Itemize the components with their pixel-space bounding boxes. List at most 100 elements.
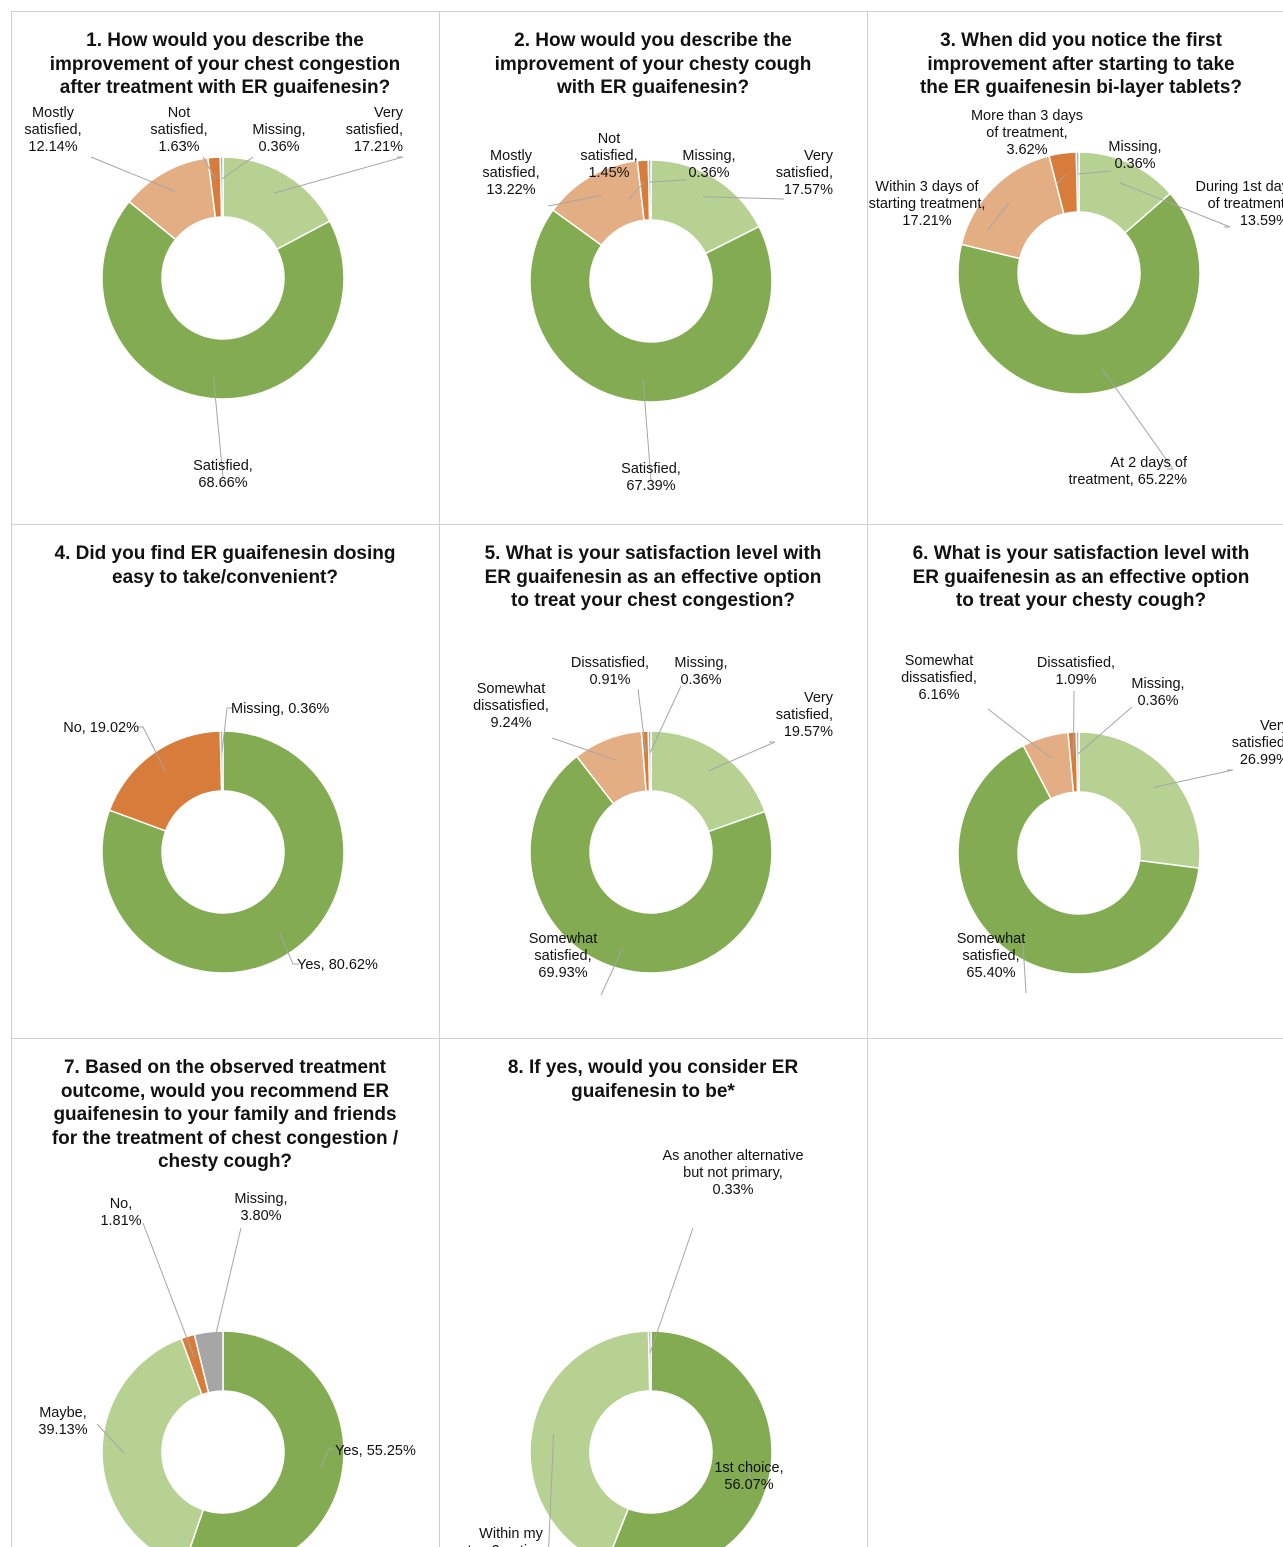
data-label: Not (168, 105, 191, 121)
data-label: top 2 options, (467, 1543, 554, 1547)
data-label: 13.22% (486, 182, 535, 198)
donut-slice (529, 209, 773, 403)
donut-chart: 1st choice,56.07% Within mytop 2 options,… (467, 1148, 804, 1547)
chart-title: 7. Based on the observed treatment outcom… (11, 1056, 439, 1174)
data-label: Somewhat (957, 931, 1026, 947)
chart-title: 1. How would you describe the improvement… (11, 29, 439, 100)
data-label: satisfied, (580, 148, 637, 164)
chart-title: 8. If yes, would you consider ER guaifene… (439, 1056, 867, 1103)
data-label: satisfied, (776, 165, 833, 181)
donut-slice (647, 1330, 652, 1392)
data-label: Missing, (674, 655, 727, 671)
donut-slice (529, 755, 773, 974)
leader-line (707, 741, 776, 772)
leader-line (221, 156, 254, 180)
chart-title-line: outcome, would you recommend ER (60, 1080, 390, 1102)
donut-slice (647, 159, 652, 221)
data-label: Missing, (1108, 139, 1161, 155)
donut-slice (1078, 731, 1201, 869)
donut-chart: Verysatisfied,17.21%Satisfied,68.66%Most… (24, 105, 404, 491)
data-label: 1.45% (588, 165, 629, 181)
data-label: Dissatisfied, (571, 655, 649, 671)
leader-line (320, 1448, 335, 1469)
donut-slice (189, 1330, 345, 1547)
data-label: As another alternative (662, 1148, 803, 1164)
data-label: dissatisfied, (473, 698, 549, 714)
data-label: Mostly (490, 148, 533, 164)
data-label: 0.36% (688, 165, 729, 181)
data-label: satisfied, (24, 122, 81, 138)
data-label: satisfied, (962, 948, 1019, 964)
donut-chart: Verysatisfied,19.57%Somewhatsatisfied,69… (473, 655, 834, 996)
donut-chart: Verysatisfied,17.57%Satisfied,67.39%Most… (482, 131, 833, 494)
donut-slice (1075, 151, 1080, 213)
data-label: 1.09% (1055, 672, 1096, 688)
data-label: 69.93% (538, 965, 587, 981)
data-label: Satisfied, (621, 461, 681, 477)
donut-slice (647, 730, 652, 792)
chart-panel-2: 2. How would you describe the improvement… (439, 11, 867, 524)
chart-title-line: 6. What is your satisfaction level with (912, 543, 1250, 564)
data-label: 26.99% (1240, 752, 1283, 768)
grid-divider (11, 11, 12, 1547)
donut-chart: Yes, 80.62% No, 19.02% Missing, 0.36% (63, 701, 378, 974)
donut-chart: Verysatisfied,26.99%Somewhatsatisfied,65… (901, 653, 1283, 994)
leader-line (551, 737, 616, 761)
leader-line (986, 203, 1009, 232)
leader-line (649, 179, 687, 183)
grid-divider (867, 11, 868, 1547)
chart-panel-4: 4. Did you find ER guaifenesin dosing eas… (11, 524, 439, 1038)
data-label: of treatment, (1208, 196, 1283, 212)
donut-slice (101, 200, 345, 400)
chart-grid: 1. How would you describe the improvement… (11, 11, 1283, 1547)
data-label: satisfied, (1232, 735, 1283, 751)
leader-line (221, 707, 233, 754)
data-label: Very (804, 690, 834, 706)
data-label: satisfied, (150, 122, 207, 138)
data-label: but not primary, (683, 1165, 783, 1181)
data-label: During 1st day (1196, 179, 1283, 195)
chart-title-line: 2. How would you describe the (514, 30, 792, 51)
chart-panel-6: 6. What is your satisfaction level with E… (867, 524, 1283, 1038)
data-label: 0.33% (712, 1182, 753, 1198)
data-label: Missing, (234, 1191, 287, 1207)
data-label: Not (598, 131, 621, 147)
data-label: Yes, 55.25% (335, 1443, 416, 1459)
donut-slice (193, 1330, 224, 1394)
donut-slice (108, 730, 223, 832)
chart-title-line: to treat your chesty cough? (955, 590, 1207, 611)
chart-title: 2. How would you describe the improvement… (439, 29, 867, 100)
chart-title-line: chesty cough? (157, 1151, 293, 1172)
donut-slice (219, 156, 224, 218)
chart-panel-7: 7. Based on the observed treatment outcom… (11, 1038, 439, 1547)
chart-panel-3: 3. When did you notice the first improvem… (867, 11, 1283, 524)
chart-title: 3. When did you notice the first improvem… (867, 29, 1283, 100)
grid-divider (439, 11, 440, 1547)
chart-title-line: 4. Did you find ER guaifenesin dosing (54, 543, 396, 564)
data-label: Very (1260, 718, 1283, 734)
donut-slice (101, 1337, 205, 1547)
data-label: Very (374, 105, 404, 121)
data-label: Somewhat (905, 653, 974, 669)
data-label: Satisfied, (193, 458, 253, 474)
leader-line (1077, 170, 1112, 175)
leader-line (1101, 368, 1174, 470)
chart-title-line: improvement after starting to take (927, 53, 1235, 75)
data-label: Mostly (32, 105, 75, 121)
leader-line (90, 156, 176, 192)
chart-title-line: 8. If yes, would you consider ER (507, 1057, 799, 1078)
data-label: 17.21% (354, 139, 403, 155)
data-label: No, (110, 1196, 133, 1212)
data-label: 1st choice, (714, 1460, 783, 1476)
chart-title-line: with ER guaifenesin? (556, 77, 750, 98)
donut-chart: Yes, 55.25% Maybe,39.13% No,1.81% Missing,3… (38, 1191, 416, 1547)
chart-title-line: 7. Based on the observed treatment (63, 1057, 387, 1078)
chart-title-line: 5. What is your satisfaction level with (484, 543, 822, 564)
data-label: Within 3 days of (875, 179, 979, 195)
data-label: 65.40% (966, 965, 1015, 981)
data-label: Somewhat (477, 681, 546, 697)
chart-title: 6. What is your satisfaction level with E… (867, 542, 1283, 613)
data-label: Missing, (252, 122, 305, 138)
data-label: 0.36% (1137, 693, 1178, 709)
